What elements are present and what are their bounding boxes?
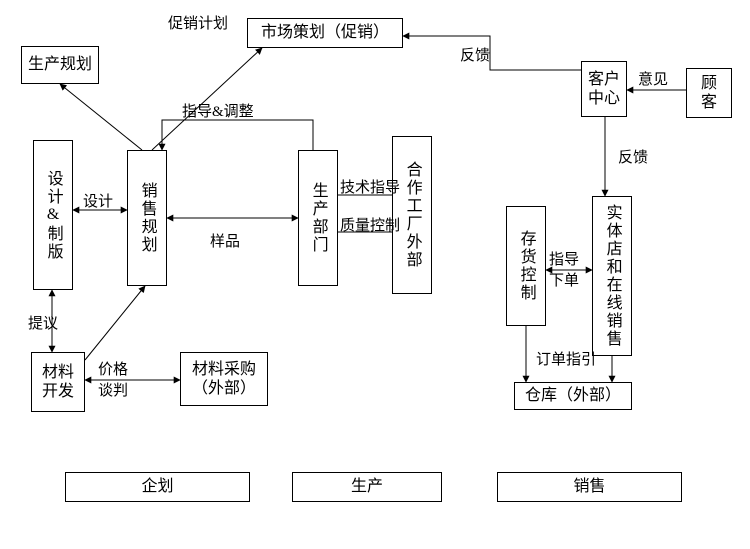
node-inv_ctrl: 存货控制: [506, 206, 546, 326]
edge-label-e15: 订单指引: [536, 348, 596, 369]
edge-label-e5: 指导&调整: [182, 100, 254, 121]
node-label: 生产规划: [28, 55, 92, 74]
node-customer: 顾客: [686, 68, 732, 118]
edge-label-e7: 样品: [210, 230, 240, 251]
node-label: 合作工厂外部: [402, 161, 421, 269]
node-mat_dev: 材料开发: [31, 352, 85, 412]
node-label: 企划: [141, 477, 173, 496]
node-mat_purchase: 材料采购（外部）: [180, 352, 268, 406]
node-label: 生产部门: [308, 182, 327, 254]
node-label: 实体店和在线销售: [602, 204, 621, 348]
node-cust_center: 客户中心: [581, 61, 627, 117]
edge-label-e11: 提议: [28, 312, 58, 333]
node-label: 生产: [351, 477, 383, 496]
edge-label-e4: 意见: [638, 68, 668, 89]
node-warehouse: 仓库（外部）: [514, 382, 632, 410]
edge-label-e2: 促销计划: [168, 12, 228, 33]
node-label: 仓库（外部）: [525, 386, 621, 405]
edge-e2: [152, 48, 262, 150]
edge-e5: [162, 120, 313, 150]
node-sec_sales: 销售: [497, 472, 682, 502]
edge-label-e8b: 质量控制: [340, 214, 400, 235]
flowchart-canvas: 生产规划 市场策划（促销） 客户中心 顾客设计&制版 销售规划 生产部门 合作工厂外部存货控…: [0, 0, 750, 549]
node-mkt_plan: 市场策划（促销）: [247, 18, 403, 48]
node-store_online: 实体店和在线销售: [592, 196, 632, 356]
node-label: 顾客: [701, 74, 717, 112]
edge-label-e10: 指导下单: [549, 248, 579, 290]
node-prod_planning: 生产规划: [21, 46, 99, 84]
node-sec_plan: 企划: [65, 472, 250, 502]
node-sec_prod: 生产: [292, 472, 442, 502]
node-prod_dept: 生产部门: [298, 150, 338, 286]
node-label: 存货控制: [516, 230, 535, 302]
edge-label-e13: 价格谈判: [98, 358, 128, 400]
node-label: 设计&制版: [43, 170, 62, 261]
edge-e12: [85, 286, 145, 360]
node-sales_plan: 销售规划: [127, 150, 167, 286]
node-label: 销售: [573, 477, 605, 496]
node-label: 材料开发: [42, 363, 74, 401]
edge-e3: [403, 36, 581, 70]
edge-label-e3: 反馈: [460, 44, 490, 65]
edge-label-e8a: 技术指导: [340, 176, 400, 197]
node-design: 设计&制版: [33, 140, 73, 290]
node-label: 销售规划: [137, 182, 156, 254]
node-label: 客户中心: [588, 70, 620, 108]
edge-label-e6: 设计: [83, 190, 113, 211]
node-label: 材料采购（外部）: [192, 360, 256, 398]
node-label: 市场策划（促销）: [261, 23, 389, 42]
edge-label-e9: 反馈: [618, 146, 648, 167]
